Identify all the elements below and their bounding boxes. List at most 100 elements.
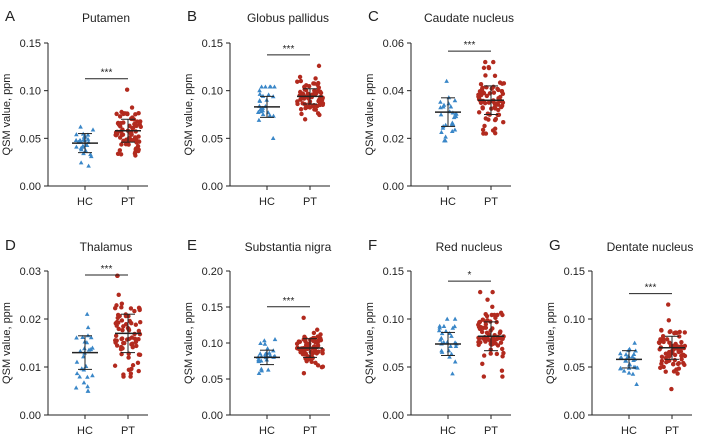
pt-point	[119, 109, 124, 115]
pt-point	[659, 354, 665, 359]
hc-point	[262, 341, 268, 346]
pt-point	[136, 134, 141, 139]
pt-point	[480, 361, 485, 367]
pt-point	[119, 301, 125, 306]
hc-point	[77, 374, 82, 379]
y-tick-label: 0.00	[383, 181, 404, 193]
pt-point	[298, 89, 303, 95]
pt-point	[477, 289, 483, 295]
pt-point	[308, 349, 314, 355]
pt-point	[133, 322, 139, 327]
panel-b: B Globus pallidus QSM value, ppm 0.00 0.05 0.…	[183, 8, 330, 208]
pt-point	[309, 359, 314, 364]
pt-point	[659, 328, 664, 333]
pt-point	[125, 111, 130, 116]
x-tick-label: PT	[121, 425, 135, 437]
hc-point	[258, 340, 263, 346]
pt-point	[492, 312, 497, 318]
hc-point	[272, 84, 277, 89]
hc-point	[82, 346, 87, 351]
pt-point	[481, 374, 487, 379]
hc-point	[77, 137, 83, 143]
y-tick-label: 0.04	[383, 86, 404, 98]
pt-point	[124, 337, 130, 342]
panel-a: A Putamen QSM value, ppm 0.00 0.05 0.10 0.15 HC…	[1, 8, 148, 208]
pt-point	[489, 86, 494, 91]
pt-point	[132, 121, 138, 127]
hc-point	[259, 84, 264, 89]
x-tick-label: HC	[440, 196, 456, 208]
hc-point	[447, 354, 452, 359]
pt-point	[484, 93, 490, 99]
significance-label: ***	[283, 44, 295, 55]
pt-point	[114, 111, 119, 117]
pt-point	[302, 346, 307, 352]
hc-point	[449, 121, 455, 126]
hc-point	[623, 352, 629, 357]
panel-d: D Thalamus QSM value, ppm 0.00 0.01 0.02 0.03 H…	[1, 237, 148, 437]
pt-point	[501, 350, 506, 356]
pt-point	[116, 326, 121, 332]
pt-point	[113, 338, 118, 343]
panel-title: Caudate nucleus	[424, 11, 514, 25]
pt-point	[114, 323, 119, 328]
hc-point	[84, 311, 90, 316]
hc-point	[259, 368, 265, 373]
hc-point	[257, 91, 263, 96]
hc-point	[88, 335, 94, 340]
pt-point	[305, 91, 311, 96]
pt-point	[301, 337, 306, 342]
hc-point	[257, 88, 262, 93]
hc-point	[81, 380, 87, 385]
y-tick-label: 0.00	[202, 410, 223, 422]
pt-point	[117, 135, 123, 140]
pt-point	[133, 112, 138, 117]
significance-label: *	[468, 270, 472, 281]
pt-point	[483, 131, 489, 136]
pt-point	[494, 351, 500, 357]
hc-point	[439, 331, 445, 336]
y-tick-label: 0.00	[20, 410, 41, 422]
pt-point	[490, 304, 495, 309]
pt-point	[130, 126, 135, 131]
pt-point	[112, 305, 118, 311]
pt-point	[477, 89, 483, 94]
hc-point	[262, 338, 267, 343]
pt-point	[129, 105, 135, 110]
pt-point	[129, 366, 134, 372]
pt-point	[120, 327, 125, 333]
pt-point	[129, 116, 134, 121]
pt-point	[667, 340, 672, 345]
panel-letter: D	[5, 237, 16, 254]
pt-point	[128, 371, 134, 376]
pt-point	[481, 325, 486, 331]
pt-point	[497, 80, 503, 85]
hc-point	[446, 95, 452, 100]
hc-point	[74, 371, 80, 376]
pt-point	[119, 344, 124, 350]
hc-point	[441, 102, 447, 107]
hc-point	[632, 340, 637, 345]
x-tick-label: HC	[259, 425, 275, 437]
pt-point	[476, 110, 482, 115]
pt-point	[499, 368, 505, 373]
hc-point	[74, 144, 79, 149]
y-tick-label: 0.03	[20, 266, 41, 278]
hc-point	[452, 127, 458, 132]
hc-point	[449, 128, 455, 133]
y-tick-label: 0.00	[20, 181, 41, 193]
hc-point	[634, 381, 639, 386]
pt-point	[314, 351, 319, 356]
pt-point	[672, 352, 678, 358]
x-tick-label: PT	[303, 425, 317, 437]
hc-point	[449, 333, 454, 338]
pt-point	[664, 337, 670, 342]
pt-point	[126, 355, 131, 360]
pt-point	[307, 105, 313, 110]
hc-point	[90, 373, 95, 378]
hc-point	[256, 117, 262, 122]
pt-point	[490, 289, 495, 295]
hc-point	[88, 347, 94, 352]
pt-point	[300, 351, 306, 357]
hc-point	[263, 84, 268, 89]
